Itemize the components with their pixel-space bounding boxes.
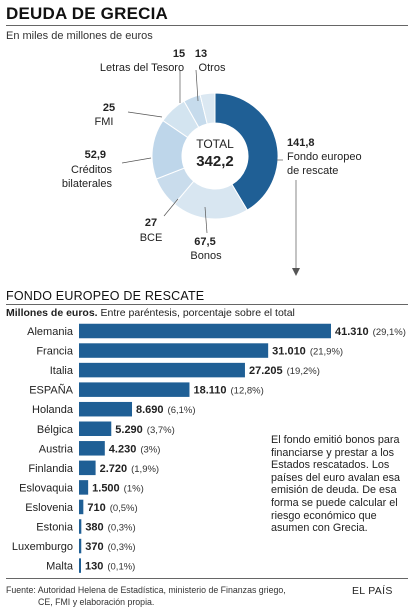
bar-value-label: 370 xyxy=(85,541,103,553)
slice-label-creditos-line2: bilaterales xyxy=(62,178,113,190)
bar-percent-label: (29,1%) xyxy=(373,327,406,338)
leader-line-otros xyxy=(195,69,199,102)
bar-value-label: 710 xyxy=(87,502,105,514)
bar-value-label: 27.205 xyxy=(249,365,283,377)
bar-malta xyxy=(79,558,81,573)
bar-chart-title: FONDO EUROPEO DE RESCATE xyxy=(6,289,205,303)
bar-category-label: Italia xyxy=(50,365,74,377)
slice-value-bonos: 67,5 xyxy=(194,236,215,248)
bar-category-label: Alemania xyxy=(27,326,74,338)
bar-bélgica xyxy=(79,421,112,436)
donut-center-label: TOTAL xyxy=(196,137,234,151)
bar-finlandia xyxy=(79,460,96,476)
leader-line-bce xyxy=(163,198,179,217)
slice-value-letras: 15 xyxy=(173,48,185,60)
bar-italia xyxy=(79,362,245,378)
leader-line-bonos xyxy=(204,206,208,234)
bar-value-label: 41.310 xyxy=(335,326,369,338)
explanatory-note: El fondo emitió bonos para financiarse y… xyxy=(271,434,401,535)
leader-line-creditos xyxy=(121,157,152,164)
donut-chart: TOTAL 342,2 15 Letras del Tesoro 13 Otro… xyxy=(62,48,362,276)
bar-value-label: 5.290 xyxy=(115,424,143,436)
slice-label-bonos: Bonos xyxy=(190,250,222,262)
bar-chart-subtitle-rest: Entre paréntesis, porcentaje sobre el to… xyxy=(97,307,295,319)
chart-title: DEUDA DE GRECIA xyxy=(6,4,168,23)
bar-holanda xyxy=(79,401,133,417)
slice-value-fondo: 141,8 xyxy=(287,137,315,149)
bar-value-label: 380 xyxy=(85,522,103,534)
slice-label-fondo-line2: de rescate xyxy=(287,165,338,177)
chart-subtitle: En miles de millones de euros xyxy=(6,30,153,42)
slice-label-fondo-line1: Fondo europeo xyxy=(287,151,362,163)
bar-percent-label: (19,2%) xyxy=(287,366,320,377)
bar-eslovenia xyxy=(79,499,84,515)
bar-value-label: 1.500 xyxy=(92,482,120,494)
bar-category-label: Eslovaquia xyxy=(19,482,74,494)
bar-españa xyxy=(79,382,190,397)
slice-value-otros: 13 xyxy=(195,48,207,60)
bar-chart: Alemania 41.310 (29,1%) Francia 31.010 (21,9%… xyxy=(12,323,406,573)
slice-value-creditos: 52,9 xyxy=(85,149,106,161)
bar-category-label: Finlandia xyxy=(28,463,74,475)
connector-arrow-icon xyxy=(292,268,300,276)
bar-austria xyxy=(79,441,105,456)
bar-percent-label: (0,3%) xyxy=(108,523,136,534)
bar-percent-label: (6,1%) xyxy=(168,405,196,416)
bar-chart-subtitle: Millones de euros. Entre paréntesis, por… xyxy=(6,307,295,319)
slice-label-bce: BCE xyxy=(140,232,163,244)
bar-category-label: Estonia xyxy=(36,522,74,534)
bar-value-label: 31.010 xyxy=(272,346,306,358)
bar-category-label: Austria xyxy=(39,443,74,455)
bar-category-label: ESPAÑA xyxy=(29,384,73,397)
footer-divider xyxy=(6,578,408,579)
source-line-2: CE, FMI y elaboración propia. xyxy=(38,597,155,607)
bar-chart-subtitle-bold: Millones de euros. xyxy=(6,307,98,319)
leader-line-fmi xyxy=(127,111,163,118)
donut-center-value: 342,2 xyxy=(196,153,234,170)
bar-eslovaquia xyxy=(79,480,89,495)
bar-category-label: Bélgica xyxy=(37,424,74,436)
slice-label-creditos-line1: Créditos xyxy=(71,164,112,176)
bar-alemania xyxy=(79,323,331,339)
donut-hole xyxy=(182,123,248,189)
bar-category-label: Francia xyxy=(36,346,74,358)
bar-category-label: Malta xyxy=(46,561,74,573)
bar-percent-label: (3%) xyxy=(140,444,160,455)
slice-value-bce: 27 xyxy=(145,217,157,229)
leader-lines xyxy=(121,69,297,270)
bar-percent-label: (0,3%) xyxy=(108,542,136,553)
bar-percent-label: (1%) xyxy=(124,483,144,494)
source-line-1: Fuente: Autoridad Helena de Estadística,… xyxy=(6,585,286,595)
bar-luxemburgo xyxy=(79,538,82,554)
bar-value-label: 4.230 xyxy=(109,443,137,455)
source-note: Fuente: Autoridad Helena de Estadística,… xyxy=(6,584,336,608)
slice-label-otros: Otros xyxy=(199,62,226,74)
bar-category-label: Luxemburgo xyxy=(12,541,73,553)
bar-value-label: 2.720 xyxy=(100,463,128,475)
bar-percent-label: (3,7%) xyxy=(147,425,175,436)
brand-logo: EL PAÍS xyxy=(352,585,393,597)
bar-value-label: 18.110 xyxy=(193,385,226,397)
bar-percent-label: (0,1%) xyxy=(107,562,135,573)
bar-value-label: 130 xyxy=(85,561,103,573)
bar-percent-label: (21,9%) xyxy=(310,347,343,358)
bar-percent-label: (12,8%) xyxy=(231,386,264,397)
slice-label-letras: Letras del Tesoro xyxy=(100,62,184,74)
slice-value-fmi: 25 xyxy=(103,102,115,114)
bar-francia xyxy=(79,343,269,358)
slice-label-fmi: FMI xyxy=(95,116,114,128)
bar-estonia xyxy=(79,519,82,534)
bar-value-label: 8.690 xyxy=(136,404,164,416)
bar-percent-label: (0,5%) xyxy=(110,503,138,514)
bar-category-label: Holanda xyxy=(32,404,74,416)
bar-percent-label: (1,9%) xyxy=(131,464,159,475)
title-divider xyxy=(6,25,408,26)
bar-category-label: Eslovenia xyxy=(25,502,74,514)
bar-chart-divider xyxy=(6,304,408,305)
